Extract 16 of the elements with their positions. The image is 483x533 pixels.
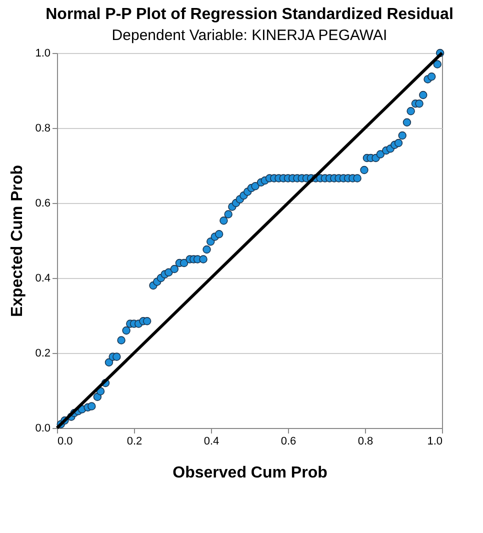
x-tick-label: 1.0 — [427, 436, 442, 448]
x-tick-label: 0.0 — [58, 436, 73, 448]
x-tick-label: 0.6 — [280, 436, 296, 448]
y-tick-label: 1.0 — [35, 48, 50, 60]
y-tick-label: 0.4 — [35, 272, 50, 284]
chart-subtitle: Dependent Variable: KINERJA PEGAWAI — [112, 27, 388, 44]
y-tick-label: 0.6 — [35, 198, 50, 210]
y-tick-label: 0.2 — [35, 348, 50, 360]
y-tick-label: 0.0 — [35, 422, 50, 434]
x-tick-label: 0.2 — [126, 436, 142, 448]
y-tick-label: 0.8 — [35, 122, 50, 134]
x-tick-label: 0.4 — [204, 436, 220, 448]
y-axis-title: Expected Cum Prob — [9, 164, 26, 318]
x-tick-label: 0.8 — [358, 436, 374, 448]
x-axis-title: Observed Cum Prob — [172, 464, 328, 482]
chart-title: Normal P-P Plot of Regression Standardized Residual — [46, 6, 454, 23]
